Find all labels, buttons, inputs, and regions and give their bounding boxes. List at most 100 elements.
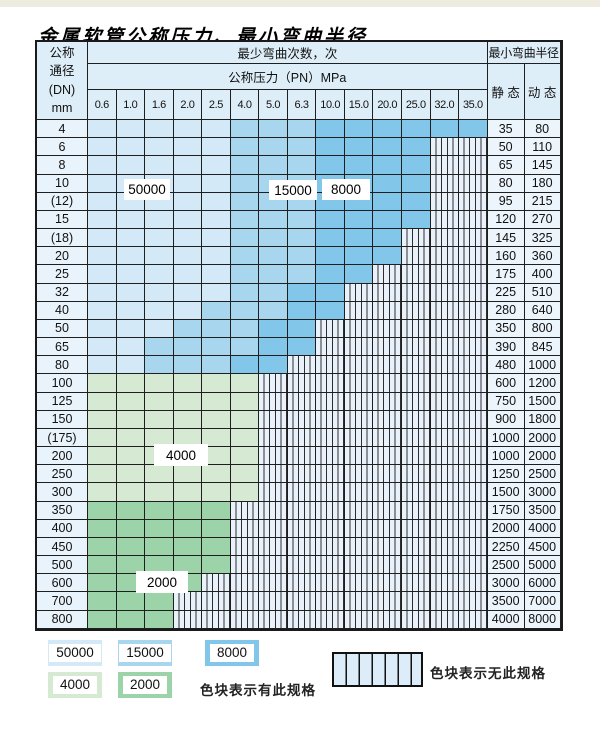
spec-cell-dn200-pn32.0 [430,447,460,466]
spec-cell-dn500-pn2.5 [202,556,231,575]
pressure-tick-20.0: 20.0 [373,90,403,120]
pressure-tick-32.0: 32.0 [430,90,460,120]
dynamic-radius-value: 3500 [524,501,561,520]
spec-cell-dn32-pn1.0 [116,283,146,302]
spec-cell-dn80-pn5.0 [259,356,288,375]
spec-cell-dn80-pn10.0 [316,356,345,375]
spec-cell-dn700-pn15.0 [344,592,374,611]
spec-cell-dn80-pn32.0 [430,356,460,375]
spec-cell-dn250-pn10.0 [316,465,345,484]
static-radius-value: 280 [487,301,525,320]
spec-cell-dn(18)-pn1.6 [145,229,174,248]
dynamic-radius-value: 8000 [524,610,561,629]
spec-cell-dn500-pn32.0 [430,556,460,575]
corner-header-line-1: 通径 [49,64,75,78]
spec-cell-dn125-pn20.0 [373,392,403,411]
spec-cell-dn15-pn32.0 [430,210,460,230]
corner-header-line-3: mm [51,101,73,115]
spec-cell-dn500-pn15.0 [344,556,374,575]
static-radius-value: 175 [487,265,525,284]
spec-cell-dn150-pn1.6 [145,410,174,429]
spec-cell-dn800-pn0.6 [88,610,117,629]
spec-cell-dn600-pn10.0 [316,574,345,593]
spec-cell-dn200-pn2.5 [202,447,231,466]
corner-header-dn: 公称 通径 (DN) mm [37,42,88,120]
spec-cell-dn6-pn15.0 [344,138,374,157]
static-radius-value: 2250 [487,537,525,557]
spec-cell-dn32-pn5.0 [259,283,288,302]
zone-label-4000: 4000 [154,444,208,466]
spec-cell-dn6-pn20.0 [373,138,403,157]
spec-cell-dn600-pn25.0 [402,574,431,593]
spec-cell-dn(18)-pn6.3 [287,229,317,248]
spec-cell-dn300-pn6.3 [287,483,317,502]
spec-cell-dn50-pn2.0 [173,319,203,339]
spec-cell-dn350-pn35.0 [459,501,488,520]
spec-cell-dn800-pn15.0 [344,610,374,629]
spec-cell-dn300-pn1.6 [145,483,174,502]
spec-cell-dn125-pn1.6 [145,392,174,411]
pressure-tick-6.3: 6.3 [287,90,317,120]
spec-cell-dn(18)-pn10.0 [316,229,345,248]
row-dn-label: 8 [37,156,88,175]
spec-cell-dn200-pn5.0 [259,447,288,466]
spec-cell-dn6-pn2.5 [202,138,231,157]
pressure-header: 公称压力（PN）MPa [88,64,488,90]
zone-label-2000: 2000 [136,571,188,593]
row-dn-label: 80 [37,356,88,375]
spec-cell-dn50-pn35.0 [459,319,488,339]
spec-cell-dn8-pn0.6 [88,156,117,175]
spec-cell-dn300-pn25.0 [402,483,431,502]
spec-cell-dn8-pn35.0 [459,156,488,175]
spec-cell-dn800-pn2.5 [202,610,231,629]
spec-cell-dn25-pn2.5 [202,265,231,284]
dynamic-radius-value: 4000 [524,519,561,538]
spec-cell-dn125-pn35.0 [459,392,488,411]
spec-cell-dn8-pn1.6 [145,156,174,175]
spec-cell-dn250-pn25.0 [402,465,431,484]
spec-cell-dn25-pn10.0 [316,265,345,284]
spec-cell-dn600-pn2.5 [202,574,231,593]
spec-cell-dn20-pn35.0 [459,247,488,266]
spec-cell-dn50-pn5.0 [259,319,288,339]
spec-cell-dn40-pn10.0 [316,301,345,320]
spec-cell-dn100-pn15.0 [344,374,374,393]
spec-cell-dn150-pn35.0 [459,410,488,429]
spec-cell-dn4-pn10.0 [316,120,345,139]
spec-cell-dn40-pn32.0 [430,301,460,320]
spec-cell-dn250-pn20.0 [373,465,403,484]
row-dn-label: 600 [37,574,88,593]
dynamic-radius-value: 110 [524,138,561,157]
spec-cell-dn(175)-pn1.0 [116,428,146,448]
spec-cell-dn450-pn25.0 [402,537,431,557]
spec-cell-dn600-pn0.6 [88,574,117,593]
spec-cell-dn(12)-pn20.0 [373,192,403,211]
spec-cell-dn500-pn5.0 [259,556,288,575]
spec-cell-dn10-pn35.0 [459,174,488,193]
spec-cell-dn100-pn10.0 [316,374,345,393]
static-radius-value: 160 [487,247,525,266]
spec-cell-dn150-pn1.0 [116,410,146,429]
spec-cell-dn20-pn1.0 [116,247,146,266]
spec-cell-dn(12)-pn25.0 [402,192,431,211]
spec-cell-dn40-pn2.5 [202,301,231,320]
static-radius-value: 1750 [487,501,525,520]
spec-cell-dn(12)-pn2.5 [202,192,231,211]
legend-swatch-50000: 50000 [48,640,102,666]
dynamic-radius-value: 2500 [524,465,561,484]
pressure-tick-4.0: 4.0 [230,90,260,120]
spec-cell-dn8-pn4.0 [230,156,260,175]
spec-cell-dn80-pn2.5 [202,356,231,375]
spec-cell-dn150-pn2.0 [173,410,203,429]
spec-cell-dn500-pn20.0 [373,556,403,575]
spec-cell-dn50-pn25.0 [402,319,431,339]
spec-cell-dn700-pn25.0 [402,592,431,611]
spec-cell-dn50-pn4.0 [230,319,260,339]
dynamic-radius-value: 180 [524,174,561,193]
spec-cell-dn350-pn5.0 [259,501,288,520]
spec-cell-dn40-pn25.0 [402,301,431,320]
spec-cell-dn450-pn1.6 [145,537,174,557]
spec-cell-dn25-pn1.6 [145,265,174,284]
row-dn-label: 700 [37,592,88,611]
row-dn-label: 450 [37,537,88,557]
